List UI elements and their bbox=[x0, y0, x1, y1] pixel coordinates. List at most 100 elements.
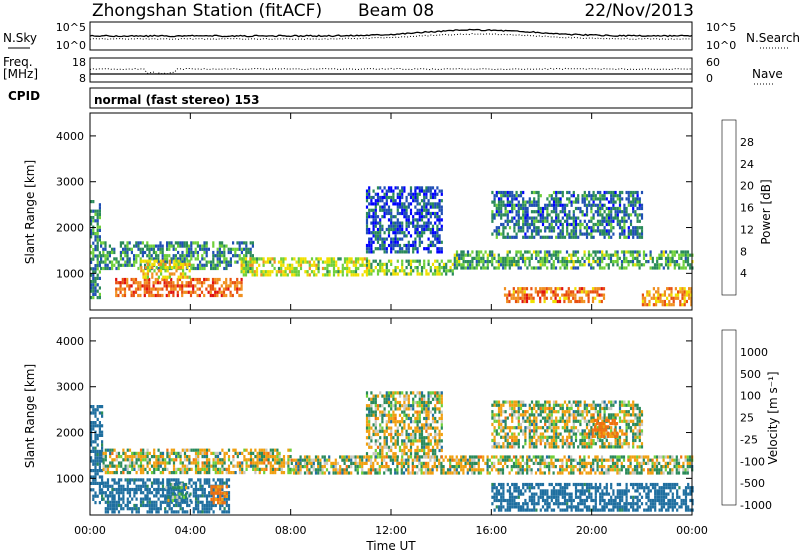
power-cell bbox=[495, 229, 498, 233]
velocity-cell bbox=[310, 458, 313, 462]
power-cell bbox=[563, 263, 566, 267]
power-cell bbox=[337, 266, 340, 271]
power-cell bbox=[390, 227, 393, 232]
power-cell bbox=[249, 257, 252, 261]
velocity-cell bbox=[471, 471, 474, 475]
power-cell bbox=[508, 266, 511, 270]
velocity-cell bbox=[374, 404, 377, 408]
velocity-cell bbox=[214, 481, 217, 485]
power-cell bbox=[491, 256, 494, 260]
velocity-cell bbox=[96, 469, 99, 473]
power-cell bbox=[580, 290, 584, 294]
velocity-cell bbox=[517, 465, 520, 469]
velocity-cell bbox=[368, 407, 371, 411]
power-cell bbox=[414, 189, 417, 193]
power-cell bbox=[594, 260, 597, 264]
power-cell bbox=[585, 290, 588, 294]
power-cell bbox=[502, 263, 505, 267]
power-cell bbox=[572, 235, 575, 239]
power-cell bbox=[124, 244, 127, 248]
velocity-cell bbox=[221, 464, 224, 468]
power-cell bbox=[655, 296, 658, 300]
velocity-cell bbox=[385, 420, 388, 424]
noise-tick-left-bottom: 10^0 bbox=[56, 39, 86, 52]
power-cell bbox=[528, 200, 531, 204]
power-cell bbox=[445, 262, 448, 266]
power-cell bbox=[535, 219, 538, 223]
velocity-cell bbox=[113, 500, 116, 504]
velocity-cell bbox=[631, 471, 634, 475]
velocity-cell bbox=[203, 467, 206, 471]
power-cell bbox=[390, 247, 393, 251]
velocity-cell bbox=[319, 468, 322, 472]
power-cell bbox=[92, 251, 95, 255]
power-cell bbox=[168, 244, 171, 248]
power-cell bbox=[528, 235, 531, 239]
velocity-cell bbox=[188, 503, 191, 508]
power-cell bbox=[418, 215, 421, 219]
velocity-cell bbox=[563, 455, 566, 459]
velocity-cell bbox=[169, 495, 172, 499]
power-cell bbox=[543, 296, 546, 300]
velocity-cell bbox=[212, 467, 215, 471]
power-cell bbox=[225, 263, 228, 267]
power-cell bbox=[368, 208, 371, 212]
velocity-cell bbox=[490, 455, 494, 459]
power-cell bbox=[220, 290, 223, 294]
power-cell bbox=[431, 272, 435, 276]
velocity-cell bbox=[381, 429, 384, 433]
velocity-cell bbox=[98, 433, 101, 437]
power-cell bbox=[203, 257, 206, 261]
power-cell bbox=[403, 234, 406, 238]
power-cell bbox=[666, 296, 669, 300]
power-cell bbox=[598, 287, 601, 291]
velocity-cell bbox=[137, 464, 140, 468]
power-cell bbox=[223, 247, 226, 251]
power-cell bbox=[596, 260, 599, 264]
power-cell bbox=[599, 210, 602, 214]
velocity-cell bbox=[611, 455, 615, 459]
velocity-cell bbox=[475, 455, 478, 459]
power-cell bbox=[583, 299, 586, 304]
power-cell bbox=[621, 190, 624, 195]
velocity-cell bbox=[376, 416, 380, 421]
power-cell bbox=[223, 266, 226, 271]
power-cell bbox=[121, 293, 124, 298]
power-cell bbox=[504, 260, 507, 264]
power-cell bbox=[434, 237, 437, 241]
velocity-cell bbox=[427, 465, 430, 469]
velocity-cell bbox=[401, 452, 404, 456]
power-cell bbox=[152, 281, 155, 285]
velocity-cell bbox=[219, 494, 222, 498]
power-cell bbox=[141, 254, 144, 258]
power-cell bbox=[588, 232, 591, 236]
velocity-cell bbox=[633, 455, 637, 459]
power-cell bbox=[203, 247, 206, 251]
power-cell bbox=[167, 290, 171, 294]
velocity-cell bbox=[411, 468, 414, 472]
velocity-cell bbox=[287, 464, 290, 468]
power-cell bbox=[682, 260, 685, 264]
y-tick-label: 3000 bbox=[56, 176, 84, 189]
power-cell bbox=[379, 247, 382, 251]
velocity-cell bbox=[101, 459, 104, 463]
velocity-cell bbox=[677, 458, 681, 462]
power-cell bbox=[190, 263, 193, 267]
power-cell bbox=[632, 235, 635, 239]
velocity-cell bbox=[186, 467, 189, 471]
power-cell bbox=[179, 257, 182, 261]
power-cell bbox=[368, 262, 371, 266]
velocity-cell bbox=[372, 397, 375, 401]
velocity-cell bbox=[548, 471, 551, 475]
velocity-cell bbox=[225, 510, 228, 514]
power-cell bbox=[583, 287, 586, 291]
velocity-cell bbox=[677, 468, 681, 472]
velocity-cell bbox=[122, 484, 125, 488]
power-cell bbox=[436, 227, 439, 232]
velocity-cell bbox=[232, 464, 235, 468]
velocity-cell bbox=[387, 468, 390, 472]
velocity-cell bbox=[394, 423, 397, 427]
power-cell bbox=[262, 260, 265, 264]
power-cell bbox=[530, 296, 533, 300]
power-cell bbox=[552, 206, 556, 211]
